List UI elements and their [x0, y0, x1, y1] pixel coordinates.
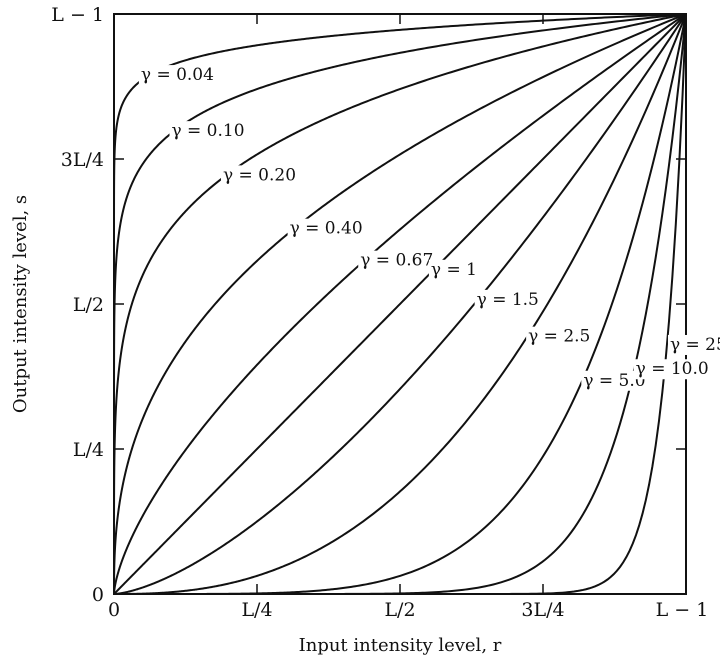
- gamma-curve-1: [113, 13, 687, 595]
- curve-label-0-4: γ = 0.40: [290, 219, 363, 239]
- curve-label-backdrop: [428, 259, 479, 280]
- x-tick-label: 3L/4: [521, 599, 564, 621]
- y-axis-label: Output intensity level, s: [10, 195, 31, 413]
- curve-label-2-5: γ = 2.5: [528, 327, 590, 347]
- y-tick-label: L − 1: [51, 4, 104, 26]
- y-tick-label: 3L/4: [61, 149, 104, 171]
- x-axis-label: Input intensity level, r: [299, 635, 502, 656]
- curve-label-layer: γ = 0.04 γ = 0.10 γ = 0.20 γ = 0.40 γ = 0.67…: [138, 65, 720, 391]
- y-tick-label: L/4: [73, 439, 104, 461]
- x-tick-label: L/2: [384, 599, 415, 621]
- curve-label-backdrop: [358, 250, 436, 271]
- curve-label-backdrop: [581, 370, 648, 391]
- gamma-curve-0-67: [113, 13, 687, 594]
- curve-label-backdrop: [526, 326, 593, 347]
- curve-label-backdrop: [287, 218, 365, 239]
- curve-label-backdrop: [220, 165, 299, 186]
- curve-label-backdrop: [474, 289, 541, 310]
- tick-label-layer: 0 L/4 L/2 3L/4 L − 1 0 L/4 L/2 3L/4 L − 1: [51, 4, 708, 621]
- curve-label-1-5: γ = 1.5: [477, 290, 539, 310]
- tick-layer: [114, 14, 686, 594]
- curve-label-backdrop: [169, 121, 247, 142]
- gamma-curve-0-04: [113, 13, 687, 594]
- x-tick-label: L/4: [241, 599, 272, 621]
- curve-label-10: γ = 10.0: [636, 359, 709, 379]
- curve-label-1: γ = 1: [431, 260, 477, 280]
- curve-label-25: γ = 25.0: [670, 335, 720, 355]
- curve-label-backdrop: [138, 65, 216, 86]
- curve-label-0-67: γ = 0.67: [360, 251, 433, 271]
- gamma-curve-0-2: [113, 13, 687, 594]
- curve-label-backdrop: [667, 334, 720, 355]
- x-tick-label: L − 1: [656, 599, 709, 621]
- y-tick-label: 0: [92, 584, 104, 606]
- curve-label-0-1: γ = 0.10: [171, 121, 244, 141]
- curve-label-0-2: γ = 0.20: [223, 165, 296, 185]
- curve-label-5: γ = 5.0: [583, 371, 645, 391]
- gamma-curve-0-4: [113, 13, 687, 594]
- curve-layer: [113, 13, 687, 595]
- x-tick-label: 0: [108, 599, 120, 621]
- curve-label-0-04: γ = 0.04: [141, 65, 214, 85]
- curve-label-backdrop: [633, 359, 711, 380]
- y-tick-label: L/2: [73, 294, 104, 316]
